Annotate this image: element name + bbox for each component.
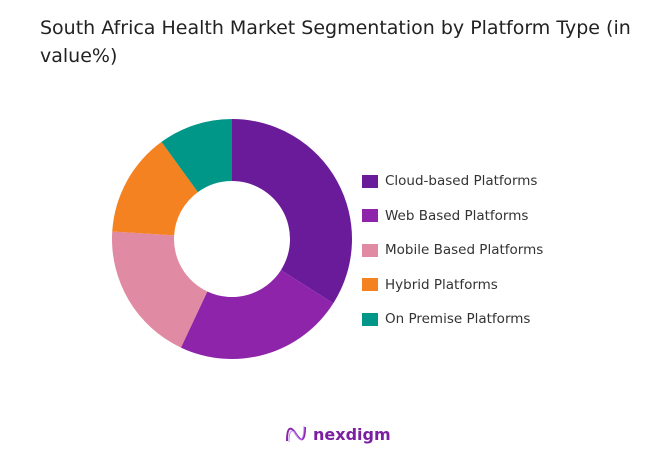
nexdigm-logo-icon (286, 425, 306, 443)
legend-swatch (362, 174, 378, 188)
legend-swatch (362, 278, 378, 292)
nexdigm-logo: nexdigm (285, 424, 391, 444)
legend-swatch (362, 312, 378, 326)
legend-label: Mobile Based Platforms (385, 242, 544, 259)
legend-swatch (362, 243, 378, 257)
legend-item: Mobile Based Platforms (362, 233, 543, 268)
legend-label: Cloud-based Platforms (385, 173, 538, 190)
legend-item: Cloud-based Platforms (362, 164, 543, 199)
legend-label: Web Based Platforms (385, 207, 529, 224)
legend-item: Hybrid Platforms (362, 268, 543, 303)
legend-item: On Premise Platforms (362, 302, 543, 337)
slice-mobile-based-platforms (112, 231, 208, 348)
slice-hybrid-platforms (112, 141, 198, 236)
legend-label: On Premise Platforms (385, 311, 531, 328)
legend-label: Hybrid Platforms (385, 276, 498, 293)
chart-title: South Africa Health Market Segmentation … (40, 17, 631, 67)
slice-cloud-based-platforms (232, 119, 352, 304)
legend-swatch (362, 209, 378, 223)
legend: Cloud-based Platforms Web Based Platforms… (362, 164, 543, 337)
legend-item: Web Based Platforms (362, 199, 543, 234)
brand-name: nexdigm (313, 424, 391, 444)
slice-web-based-platforms (180, 270, 334, 359)
slice-on-premise-platforms (161, 119, 232, 193)
